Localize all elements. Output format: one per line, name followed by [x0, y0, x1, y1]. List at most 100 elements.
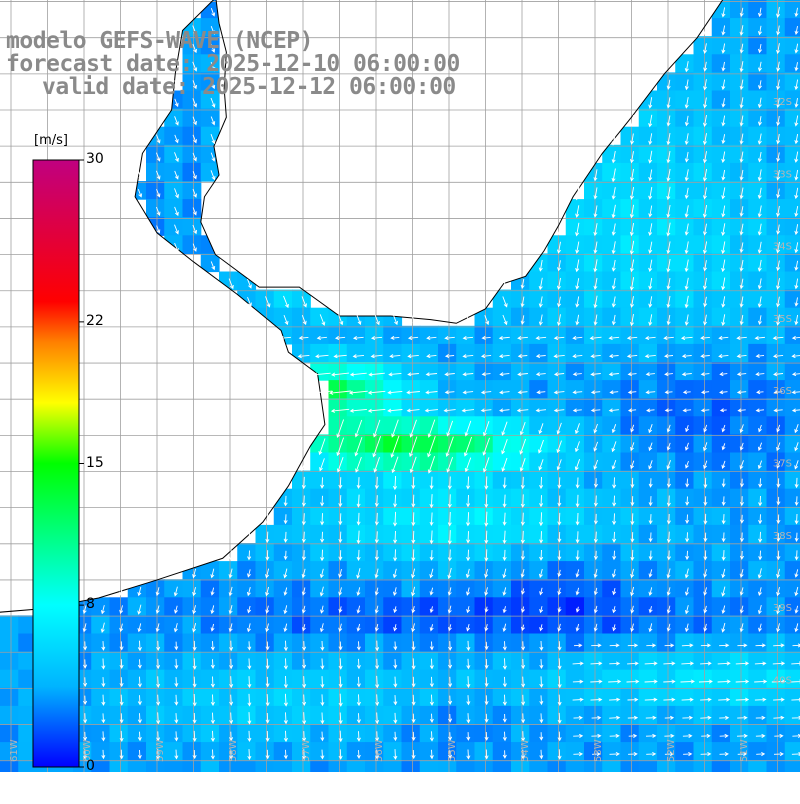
speed-cell	[402, 543, 421, 562]
speed-cell	[438, 634, 457, 653]
speed-cell	[748, 272, 767, 291]
speed-cell	[329, 706, 348, 725]
speed-cell	[767, 72, 786, 91]
speed-cell	[767, 199, 786, 218]
speed-cell	[675, 272, 694, 291]
speed-cell	[675, 543, 694, 562]
speed-cell	[767, 145, 786, 164]
speed-cell	[785, 54, 800, 73]
speed-cell	[456, 380, 475, 399]
speed-cell	[767, 706, 786, 725]
speed-cell	[475, 453, 494, 472]
speed-cell	[201, 109, 220, 128]
speed-cell	[675, 615, 694, 634]
speed-cell	[767, 18, 786, 37]
lat-label: 40S	[773, 675, 792, 686]
speed-cell	[602, 652, 621, 671]
speed-cell	[639, 706, 658, 725]
speed-cell	[748, 471, 767, 490]
speed-cell	[201, 670, 220, 689]
speed-cell	[602, 380, 621, 399]
speed-cell	[712, 652, 731, 671]
speed-cell	[694, 453, 713, 472]
speed-cell	[347, 507, 366, 526]
speed-cell	[511, 597, 530, 616]
speed-cell	[694, 471, 713, 490]
speed-cell	[785, 543, 800, 562]
speed-cell	[402, 471, 421, 490]
speed-cell	[529, 308, 548, 327]
speed-cell	[329, 398, 348, 417]
speed-cell	[420, 398, 439, 417]
speed-cell	[730, 163, 749, 182]
speed-cell	[475, 434, 494, 453]
speed-cell	[438, 489, 457, 508]
speed-cell	[621, 688, 640, 707]
speed-cell	[675, 91, 694, 110]
speed-cell	[730, 326, 749, 345]
speed-cell	[256, 597, 275, 616]
speed-cell	[748, 326, 767, 345]
speed-cell	[456, 597, 475, 616]
speed-cell	[511, 471, 530, 490]
speed-cell	[365, 507, 384, 526]
speed-cell	[256, 670, 275, 689]
speed-cell	[785, 688, 800, 707]
speed-cell	[274, 688, 293, 707]
speed-cell	[274, 579, 293, 598]
speed-cell	[566, 489, 585, 508]
speed-cell	[657, 145, 676, 164]
speed-cell	[785, 72, 800, 91]
speed-cell	[511, 344, 530, 363]
speed-cell	[675, 507, 694, 526]
speed-cell	[420, 742, 439, 761]
speed-cell	[730, 434, 749, 453]
speed-cell	[183, 145, 202, 164]
speed-cell	[712, 525, 731, 544]
speed-cell	[183, 109, 202, 128]
speed-cell	[785, 199, 800, 218]
speed-cell	[730, 398, 749, 417]
speed-cell	[475, 326, 494, 345]
speed-cell	[347, 742, 366, 761]
colorbar	[33, 160, 84, 767]
speed-cell	[420, 670, 439, 689]
speed-cell	[657, 163, 676, 182]
speed-cell	[694, 91, 713, 110]
speed-cell	[712, 272, 731, 291]
speed-cell	[675, 706, 694, 725]
speed-cell	[292, 597, 311, 616]
speed-cell	[566, 272, 585, 291]
speed-cell	[347, 615, 366, 634]
speed-cell	[347, 543, 366, 562]
speed-cell	[475, 724, 494, 743]
speed-cell	[402, 326, 421, 345]
speed-cell	[639, 525, 658, 544]
speed-cell	[694, 217, 713, 236]
speed-cell	[402, 489, 421, 508]
speed-cell	[602, 742, 621, 761]
speed-cell	[529, 344, 548, 363]
speed-cell	[602, 543, 621, 562]
speed-cell	[420, 597, 439, 616]
speed-cell	[310, 706, 329, 725]
speed-cell	[657, 181, 676, 200]
speed-cell	[548, 688, 567, 707]
speed-cell	[292, 670, 311, 689]
speed-cell	[365, 434, 384, 453]
speed-cell	[602, 634, 621, 653]
speed-cell	[675, 163, 694, 182]
speed-cell	[383, 525, 402, 544]
speed-cell	[420, 507, 439, 526]
speed-cell	[511, 543, 530, 562]
speed-cell	[767, 290, 786, 309]
speed-cell	[584, 615, 603, 634]
speed-cell	[748, 109, 767, 128]
speed-cell	[694, 489, 713, 508]
speed-cell	[256, 652, 275, 671]
speed-cell	[493, 543, 512, 562]
speed-cell	[785, 326, 800, 345]
speed-cell	[164, 181, 183, 200]
speed-cell	[548, 326, 567, 345]
